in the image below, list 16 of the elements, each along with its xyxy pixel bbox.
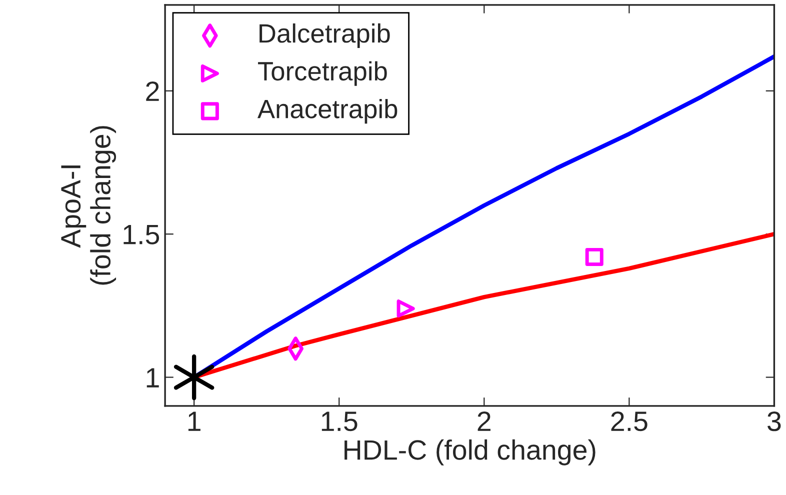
y-axis-title: ApoA-I (fold change) xyxy=(61,126,116,285)
y-tick-label: 1 xyxy=(146,368,159,388)
legend-label: Anacetrapib xyxy=(257,99,398,124)
x-tick-label: 1.5 xyxy=(322,412,358,432)
x-tick-label: 2.5 xyxy=(611,411,648,432)
point xyxy=(174,354,214,400)
legend-label: Dalcetrapib xyxy=(260,23,390,48)
y-tick-label: 2 xyxy=(146,82,159,101)
y-tick-label: 1.5 xyxy=(124,225,160,244)
point xyxy=(585,248,604,266)
x-tick-label: 2 xyxy=(478,411,490,431)
legend-label: Torcetrapib xyxy=(258,61,387,86)
x-tick-label: 3 xyxy=(768,411,781,432)
x-axis-title: HDL-C (fold change) xyxy=(344,439,596,466)
point xyxy=(396,300,415,318)
x-tick-label: 1 xyxy=(188,412,200,431)
